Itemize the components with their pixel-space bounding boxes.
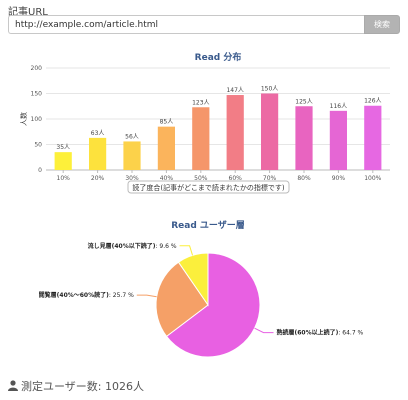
x-tick-label: 60% xyxy=(229,175,243,182)
bar-50% xyxy=(192,107,210,170)
y-tick-label: 200 xyxy=(31,65,43,72)
bar-data-label: 150人 xyxy=(261,86,278,93)
bar-30% xyxy=(123,141,141,170)
bar-data-label: 35人 xyxy=(56,144,70,151)
y-tick-label: 100 xyxy=(31,116,43,123)
measured-users-stat: 測定ユーザー数: 1026人 xyxy=(8,378,144,394)
bar-100% xyxy=(364,105,382,170)
bar-80% xyxy=(295,106,313,170)
y-tick-label: 0 xyxy=(38,167,42,174)
y-tick-label: 150 xyxy=(31,91,43,98)
bar-data-label: 125人 xyxy=(295,98,312,105)
pie-slice-value: : 9.6 % xyxy=(155,243,176,250)
y-axis-label: 人数 xyxy=(19,112,28,126)
bar-data-label: 147人 xyxy=(226,87,243,94)
bar-data-label: 116人 xyxy=(330,103,347,110)
url-search-row: 検索 xyxy=(8,15,400,34)
bar-data-label: 123人 xyxy=(192,99,209,106)
bar-chart-title: Read 分布 xyxy=(195,51,242,63)
bar-20% xyxy=(89,137,107,170)
bar-40% xyxy=(157,126,175,170)
x-tick-label: 50% xyxy=(194,175,208,182)
x-tick-label: 90% xyxy=(332,175,346,182)
pie-slice-label: 熟読層(60%以上読了): 64.7 % xyxy=(277,329,364,337)
pie-leader-line xyxy=(136,294,157,298)
pie-slice-name: 閲覧層(40%〜60%読了) xyxy=(39,291,109,299)
y-tick-label: 50 xyxy=(34,142,42,149)
bar-data-label: 85人 xyxy=(160,119,174,126)
bar-data-label: 126人 xyxy=(364,98,381,105)
url-input[interactable] xyxy=(8,15,364,34)
x-tick-label: 80% xyxy=(297,175,311,182)
x-tick-label: 30% xyxy=(125,175,139,182)
pie-slice-name: 流し見層(40%以下読了) xyxy=(88,242,156,250)
x-tick-label: 20% xyxy=(91,175,105,182)
pie-leader-line xyxy=(254,327,274,334)
pie-slice-name: 熟読層(60%以上読了) xyxy=(277,329,339,337)
measured-users-text: 測定ユーザー数: 1026人 xyxy=(21,380,144,393)
pie-slice-value: : 25.7 % xyxy=(109,292,134,299)
read-distribution-chart: Read 分布 0 50 100 150 200 人数 35人 10% 63人 20% 56人 30% 8… xyxy=(19,51,390,194)
x-tick-label: 10% xyxy=(57,175,71,182)
url-label: 記事URL xyxy=(8,7,48,18)
x-axis-label-box xyxy=(127,180,290,194)
x-tick-label: 40% xyxy=(160,175,174,182)
pie-slice-1 xyxy=(155,261,209,338)
bar-70% xyxy=(261,93,279,170)
pie-slice-value: : 64.7 % xyxy=(338,330,363,337)
pie-slice-label: 閲覧層(40%〜60%読了): 25.7 % xyxy=(39,291,134,299)
user-icon xyxy=(8,380,18,391)
bar-data-label: 56人 xyxy=(125,133,139,140)
x-axis-label: 読了度合(記事がどこまで読まれたかの指標です) xyxy=(132,183,285,192)
pie-leader-line xyxy=(179,245,194,256)
x-tick-label: 70% xyxy=(263,175,277,182)
bar-10% xyxy=(54,152,72,170)
x-tick-label: 100% xyxy=(364,175,381,182)
bar-60% xyxy=(226,95,244,170)
bar-data-label: 63人 xyxy=(91,130,105,137)
pie-slice-label: 流し見層(40%以下読了): 9.6 % xyxy=(88,242,177,250)
pie-chart-title: Read ユーザー層 xyxy=(171,219,245,231)
search-button[interactable]: 検索 xyxy=(364,15,400,34)
bar-90% xyxy=(329,110,347,170)
